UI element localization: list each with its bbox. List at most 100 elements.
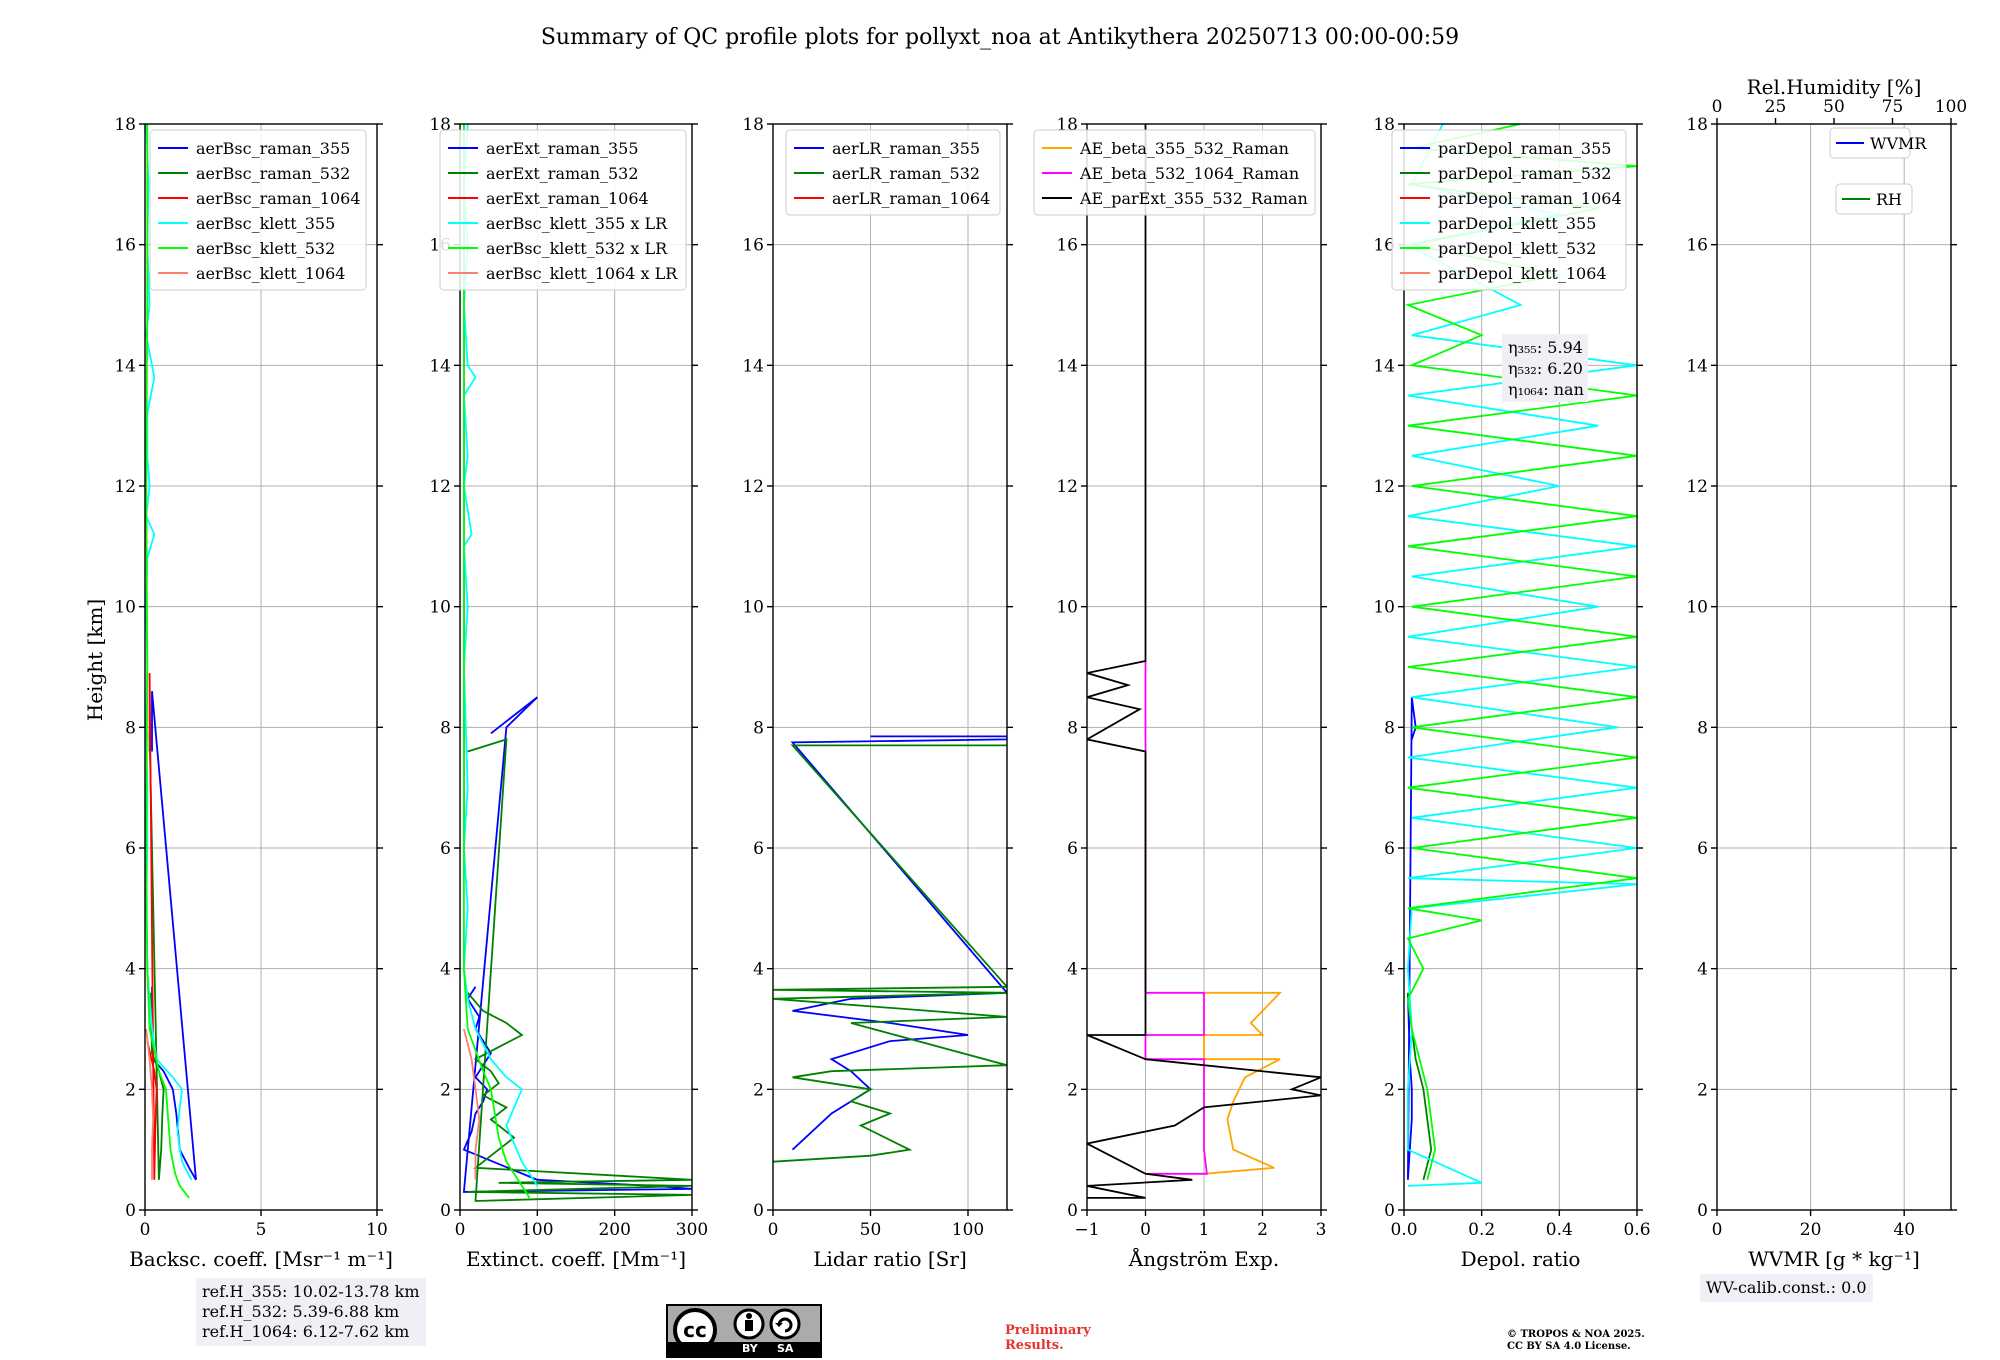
- legend: parDepol_raman_355 parDepol_raman_532 parD…: [1391, 129, 1627, 291]
- legend-box: [1391, 129, 1627, 291]
- y-tick-label: 14: [1056, 356, 1078, 376]
- series-line-aerBsc_klett_1064 x LR: [463, 1028, 481, 1180]
- y-tick-label: 0: [1384, 1201, 1395, 1221]
- y-tick-label: 10: [1686, 598, 1708, 618]
- y-tick-label: 6: [1067, 839, 1078, 859]
- wv-calib-box: WV-calib.const.: 0.0: [1700, 1274, 1873, 1302]
- ref-height-1064: ref.H_1064: 6.12-7.62 km: [202, 1322, 410, 1341]
- y-tick-label: 4: [1067, 960, 1078, 980]
- cc-by-label: BY: [742, 1342, 758, 1355]
- x-tick-label: 0: [140, 1220, 151, 1240]
- depol-annotation: η₃₅₅: 5.94 η₅₃₂: 6.20 η₁₀₆₄: nan: [1502, 334, 1588, 402]
- legend: aerLR_raman_355 aerLR_raman_532 aerLR_rama…: [785, 129, 1001, 216]
- legend-entry: parDepol_raman_1064: [1438, 189, 1622, 208]
- y-tick-label: 18: [742, 115, 764, 135]
- copyright-note: © TROPOS & NOA 2025. CC BY SA 4.0 Licens…: [1507, 1329, 1645, 1353]
- annotation-box: [1502, 334, 1588, 402]
- legend-entry: parDepol_klett_532: [1438, 239, 1596, 258]
- legend-entry: aerBsc_klett_532 x LR: [486, 239, 668, 258]
- legend-entry: aerExt_raman_1064: [486, 189, 649, 208]
- y-tick-label: 14: [1373, 356, 1395, 376]
- x-tick-label: 5: [256, 1220, 267, 1240]
- y-tick-label: 2: [1697, 1080, 1708, 1100]
- legend-entry: parDepol_raman_355: [1438, 139, 1611, 158]
- preliminary-line-1: Preliminary: [1005, 1323, 1091, 1338]
- y-tick-label: 8: [1384, 718, 1395, 738]
- panel-2: 0246810121416180100200300Extinct. coeff.…: [429, 115, 708, 1271]
- legend: AE_beta_355_532_Raman AE_beta_532_1064_Ra…: [1033, 129, 1316, 216]
- y-tick-label: 4: [1697, 960, 1708, 980]
- panel-3: 0 2 4 6 8 10 12 14 16 18 0 50 100 Lidar ratio [Sr] aer…: [742, 115, 1013, 1271]
- series-line-aerBsc_klett_532 x LR: [463, 124, 531, 1199]
- y-tick-label: 0: [125, 1201, 136, 1221]
- x-tick-label: 0: [1140, 1220, 1151, 1240]
- x-tick-label: 0.2: [1468, 1220, 1495, 1240]
- y-tick-label: 0: [753, 1201, 764, 1221]
- y-tick-label: 10: [429, 598, 451, 618]
- legend-box: [1033, 129, 1316, 216]
- legend-RH: RH: [1835, 183, 1913, 215]
- y-tick-label: 2: [125, 1080, 136, 1100]
- legend-entry: parDepol_klett_1064: [1438, 264, 1607, 283]
- x-tick-label: 200: [598, 1220, 630, 1240]
- ref-height-355: ref.H_355: 10.02-13.78 km: [202, 1282, 420, 1301]
- x-tick-label: 50: [860, 1220, 882, 1240]
- x-tick-label: −1: [1074, 1220, 1099, 1240]
- y-tick-label: 16: [1686, 236, 1708, 256]
- y-tick-label: 12: [1056, 477, 1078, 497]
- y-tick-label: 16: [1373, 236, 1395, 256]
- x2-axis-label: Rel.Humidity [%]: [1747, 75, 1922, 99]
- y-tick-label: 4: [753, 960, 764, 980]
- y-tick-label: 12: [114, 477, 136, 497]
- series-line-AE_beta_355_532_Raman: [1203, 991, 1283, 1175]
- x-tick-label: 0.0: [1390, 1220, 1417, 1240]
- series-line-aerBsc_klett_1064: [145, 1028, 155, 1180]
- legend-box: [439, 129, 687, 291]
- x-tick-label: 3: [1316, 1220, 1327, 1240]
- y-axis-label: Height [km]: [83, 599, 107, 721]
- y-tick-label: 8: [440, 718, 451, 738]
- y-tick-label: 0: [440, 1201, 451, 1221]
- ref-heights-box: ref.H_355: 10.02-13.78 km ref.H_532: 5.3…: [196, 1278, 426, 1346]
- series-line-aerBsc_klett_532: [145, 124, 190, 1199]
- series-line-aerBsc_raman_355: [151, 691, 197, 1181]
- cc-label-bar: BY SA: [668, 1342, 820, 1356]
- y-tick-label: 14: [429, 356, 451, 376]
- y-tick-label: 16: [114, 236, 136, 256]
- x-axis-label: WVMR [g * kg⁻¹]: [1748, 1247, 1920, 1271]
- x-tick-label: 1: [1199, 1220, 1210, 1240]
- legend-entry: aerBsc_raman_532: [196, 164, 350, 183]
- y-tick-label: 12: [1373, 477, 1395, 497]
- series-line-aerLR_raman_532: [773, 744, 1007, 1163]
- cc-icon: cc: [673, 1308, 801, 1344]
- y-tick-label: 6: [440, 839, 451, 859]
- annotation-line: η₁₀₆₄: nan: [1508, 380, 1584, 399]
- y-tick-label: 12: [742, 477, 764, 497]
- legend-entry: RH: [1876, 190, 1902, 209]
- y-tick-label: 8: [125, 718, 136, 738]
- legend-entry: AE_beta_355_532_Raman: [1079, 139, 1289, 158]
- legend-entry: aerLR_raman_532: [832, 164, 980, 183]
- x2-tick-label: 25: [1765, 97, 1787, 117]
- y-tick-label: 4: [440, 960, 451, 980]
- legend-entry: WVMR: [1870, 134, 1927, 153]
- y-tick-label: 14: [742, 356, 764, 376]
- legend-box: [1835, 183, 1913, 215]
- axes-frame: [459, 123, 693, 1211]
- y-tick-label: 0: [1067, 1201, 1078, 1221]
- legend-entry: aerBsc_klett_532: [196, 239, 335, 258]
- y-tick-label: 8: [1067, 718, 1078, 738]
- legend-entry: aerExt_raman_355: [486, 139, 639, 158]
- legend-entry: aerLR_raman_355: [832, 139, 980, 158]
- series-line-AE_beta_532_1064_Raman: [1144, 661, 1208, 1175]
- y-tick-label: 12: [1686, 477, 1708, 497]
- legend-WVMR: WVMR: [1829, 127, 1927, 159]
- x-tick-label: 100: [952, 1220, 984, 1240]
- y-tick-label: 6: [753, 839, 764, 859]
- y-tick-label: 16: [742, 236, 764, 256]
- y-tick-label: 14: [114, 356, 136, 376]
- y-tick-label: 2: [1067, 1080, 1078, 1100]
